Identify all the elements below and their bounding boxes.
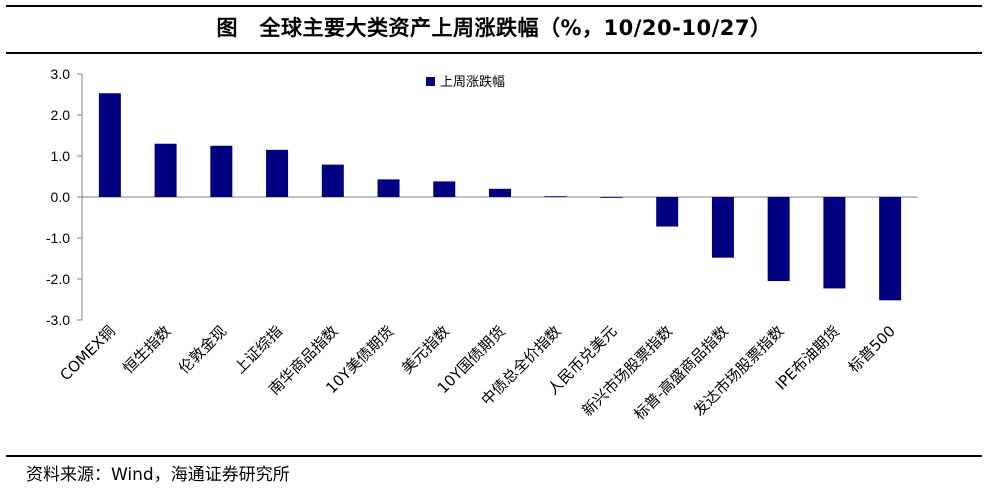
legend-swatch: [426, 77, 435, 86]
source-note: 资料来源：Wind，海通证券研究所: [26, 465, 290, 485]
bar: [377, 179, 400, 197]
y-tick-label: 0.0: [51, 189, 71, 205]
bar: [98, 93, 121, 197]
x-tick-label: COMEX铜: [56, 322, 118, 384]
legend-label: 上周涨跌幅: [440, 74, 505, 90]
bar: [544, 196, 567, 197]
bar-chart: 3.02.01.00.0-1.0-2.0-3.0 COMEX铜 恒生指数 伦敦金现上…: [46, 66, 918, 424]
title-rule: [6, 52, 982, 54]
x-tick-label: 标普500: [845, 322, 899, 376]
bottom-rule: [6, 455, 982, 457]
legend: 上周涨跌幅: [426, 74, 505, 90]
bar: [489, 188, 511, 197]
bar: [210, 145, 233, 197]
x-tick-label: 标普-高盛商品指数: [630, 322, 731, 423]
bar: [600, 197, 623, 198]
chart-title: 图 全球主要大类资产上周涨跌幅（%，10/20-10/27）: [216, 16, 772, 40]
bar: [879, 197, 902, 301]
y-tick-label: -3.0: [46, 312, 70, 328]
bar: [433, 181, 456, 197]
bar: [656, 197, 679, 227]
y-tick-label: 1.0: [51, 148, 71, 164]
y-tick-label: 3.0: [51, 66, 71, 82]
y-tick-label: -1.0: [46, 230, 70, 246]
top-rule: [6, 5, 982, 7]
y-tick-label: -2.0: [46, 271, 70, 287]
bar: [767, 197, 790, 282]
x-tick-label: 伦敦金现: [175, 322, 230, 377]
bar: [266, 149, 289, 197]
x-tick-label: 美元指数: [398, 322, 453, 377]
bar: [154, 143, 177, 197]
x-tick-label: 上证综指: [231, 322, 286, 377]
x-tick-label: 恒生指数: [119, 322, 174, 377]
bars: [98, 93, 902, 301]
bar: [823, 197, 846, 289]
bar: [321, 164, 344, 197]
bar: [711, 197, 734, 258]
y-tick-label: 2.0: [51, 107, 71, 123]
